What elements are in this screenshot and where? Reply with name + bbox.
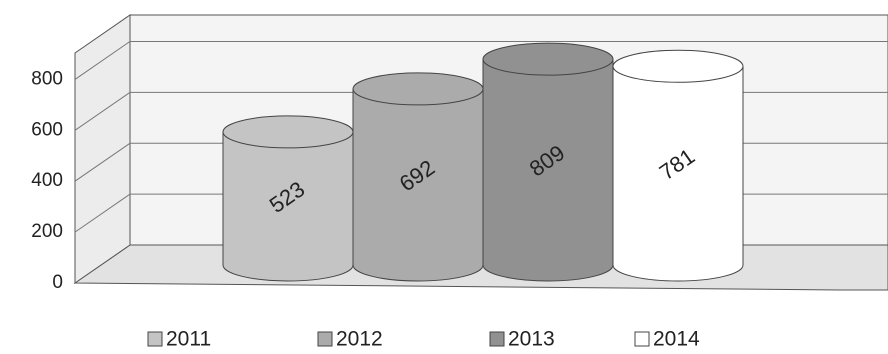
legend-swatch xyxy=(147,331,163,347)
cylinder xyxy=(612,49,744,282)
cylinder-body xyxy=(222,131,354,282)
y-tick-label: 0 xyxy=(52,272,63,293)
legend-label: 2013 xyxy=(508,328,555,351)
cylinder-body xyxy=(482,58,614,282)
y-tick-label: 400 xyxy=(31,170,63,191)
cylinder-body xyxy=(352,88,484,282)
y-tick-label: 600 xyxy=(31,119,63,140)
legend-swatch xyxy=(489,331,505,347)
cylinder xyxy=(482,42,614,282)
grid-line xyxy=(74,40,888,80)
y-tick-label: 200 xyxy=(31,221,63,242)
legend-label: 2012 xyxy=(336,328,383,351)
legend-swatch xyxy=(317,331,333,347)
cylinder xyxy=(222,115,354,282)
cylinder-top xyxy=(352,72,484,106)
cylinder-top xyxy=(222,115,354,149)
cylinder xyxy=(352,72,484,282)
legend-label: 2014 xyxy=(653,328,700,351)
cylinder-top xyxy=(482,42,614,76)
legend-swatch xyxy=(634,331,650,347)
legend-label: 2011 xyxy=(166,328,211,351)
cylinder-top xyxy=(612,49,744,83)
cylinder-body xyxy=(612,65,744,282)
y-tick-label: 800 xyxy=(31,68,63,89)
